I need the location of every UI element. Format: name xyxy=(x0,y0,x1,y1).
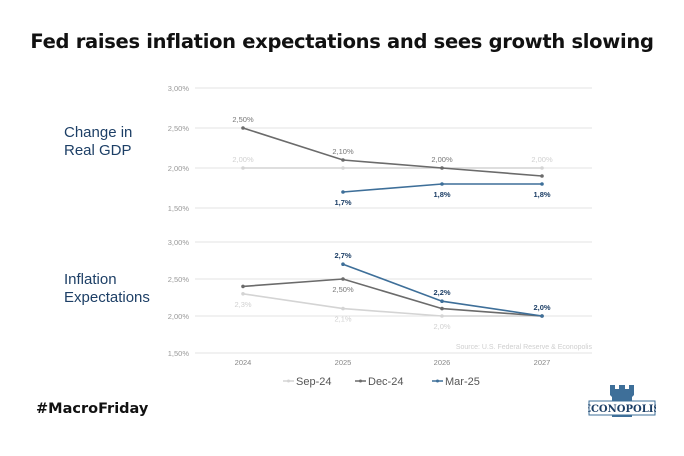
y-tick-label: 1,50% xyxy=(168,349,190,358)
x-tick-label: 2027 xyxy=(534,358,551,367)
data-label: 2,50% xyxy=(232,115,254,124)
data-label: 2,00% xyxy=(232,155,254,164)
data-point-sep-24 xyxy=(241,166,245,170)
data-label: 2,2% xyxy=(433,288,450,297)
data-label: 1,8% xyxy=(433,190,450,199)
data-label: 2,00% xyxy=(431,155,453,164)
y-tick-label: 3,00% xyxy=(168,238,190,247)
data-label: 1,7% xyxy=(334,198,351,207)
legend-label-mar-25: Mar-25 xyxy=(445,376,480,388)
legend-marker-sep-24 xyxy=(287,379,290,383)
legend-label-dec-24: Dec-24 xyxy=(368,376,403,388)
x-tick-label: 2026 xyxy=(434,358,451,367)
legend-label-sep-24: Sep-24 xyxy=(296,376,331,388)
source-note: Source: U.S. Federal Reserve & Econopoli… xyxy=(456,344,593,351)
data-label: 2,3% xyxy=(234,300,251,309)
inflation-panel-label-line-1: Inflation xyxy=(64,271,117,288)
data-label: 1,8% xyxy=(533,190,550,199)
data-point-dec-24 xyxy=(440,306,444,311)
data-label: 2,00% xyxy=(531,155,553,164)
data-point-mar-25 xyxy=(341,190,345,194)
econopolis-logo: ECONOPOLIS xyxy=(588,385,656,417)
y-tick-label: 3,00% xyxy=(168,84,190,93)
inflation-panel-label-line-2: Expectations xyxy=(64,289,150,306)
data-label: 2,1% xyxy=(334,315,351,324)
data-point-dec-24 xyxy=(440,166,444,170)
y-tick-label: 2,50% xyxy=(168,124,190,133)
data-point-sep-24 xyxy=(440,314,444,318)
legend-marker-mar-25 xyxy=(436,379,439,383)
logo-frame xyxy=(588,400,656,416)
data-point-dec-24 xyxy=(241,126,245,130)
legend-marker-dec-24 xyxy=(359,379,362,383)
data-label: 2,0% xyxy=(433,322,450,331)
y-tick-label: 2,00% xyxy=(168,312,190,321)
data-point-dec-24 xyxy=(341,277,345,281)
data-point-sep-24 xyxy=(241,292,245,296)
data-label: 2,7% xyxy=(334,251,351,260)
x-tick-label: 2024 xyxy=(235,358,252,367)
data-point-mar-25 xyxy=(341,262,345,267)
y-tick-label: 1,50% xyxy=(168,204,190,213)
hashtag: #MacroFriday xyxy=(36,401,149,417)
data-point-sep-24 xyxy=(341,166,345,170)
chart-title: Fed raises inflation expectations and se… xyxy=(30,30,654,53)
gdp-panel-label: Change in Real GDP xyxy=(64,124,132,160)
data-label: 2,50% xyxy=(332,285,354,294)
data-point-sep-24 xyxy=(341,306,345,311)
data-point-mar-25 xyxy=(440,299,444,304)
data-point-dec-24 xyxy=(540,174,544,178)
gdp-panel-label-line-2: Real GDP xyxy=(64,142,132,159)
inflation-panel-label: Inflation Expectations xyxy=(64,271,150,307)
data-point-dec-24 xyxy=(341,158,345,162)
data-point-sep-24 xyxy=(540,166,544,170)
gdp-panel-label-line-1: Change in xyxy=(64,124,133,141)
data-point-mar-25 xyxy=(440,182,444,186)
series-line-sep-24 xyxy=(242,293,542,317)
logo-text: ECONOPOLIS xyxy=(588,404,656,415)
y-tick-label: 2,50% xyxy=(168,275,190,284)
data-point-mar-25 xyxy=(540,182,544,186)
data-point-dec-24 xyxy=(241,284,245,289)
x-tick-label: 2025 xyxy=(335,358,352,367)
series-line-dec-24 xyxy=(242,278,543,317)
data-label: 2,0% xyxy=(533,303,550,312)
y-tick-label: 2,00% xyxy=(168,164,190,173)
series-line-dec-24 xyxy=(242,127,543,177)
data-point-mar-25 xyxy=(540,314,544,318)
data-label: 2,10% xyxy=(332,147,354,156)
